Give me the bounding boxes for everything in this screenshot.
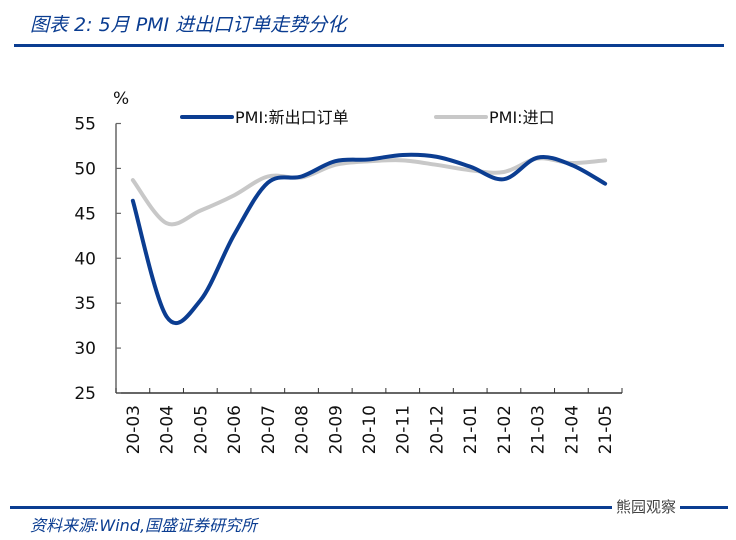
bottom-divider — [10, 506, 728, 509]
line-chart: 25 30 35 40 45 50 55% 20-03 20-04 20-05 20-06 20-07… — [74, 89, 623, 454]
x-tick-label: 20-03 — [124, 405, 144, 454]
y-tick-label: 25 — [74, 384, 96, 404]
x-tick-label: 21-05 — [596, 405, 616, 454]
y-tick-label: 45 — [74, 204, 96, 224]
x-tick-label: 20-10 — [360, 405, 380, 454]
y-tick-label: 50 — [74, 159, 96, 179]
series-line-export-orders — [130, 152, 608, 326]
y-tick-label: 30 — [74, 339, 96, 359]
x-tick-label: 21-01 — [461, 405, 481, 454]
y-tick-label: 35 — [74, 294, 96, 314]
series-line-imports — [130, 156, 608, 227]
x-tick-label: 20-04 — [158, 405, 178, 454]
x-tick-label: 20-11 — [394, 405, 414, 454]
x-tick-label: 20-06 — [225, 405, 245, 454]
legend-label: PMI:新出口订单 — [235, 108, 349, 127]
x-tick-label: 20-05 — [191, 405, 211, 454]
x-tick-label: 20-07 — [259, 405, 279, 454]
source-note: 资料来源:Wind,国盛证券研究所 — [30, 516, 258, 535]
y-tick-label: 40 — [74, 249, 96, 269]
y-axis-unit: % — [113, 89, 129, 109]
watermark: 熊园观察 — [612, 496, 681, 517]
figure-title: 图表 2: 5月 PMI 进出口订单走势分化 — [30, 14, 347, 36]
x-tick-label: 21-02 — [495, 405, 515, 454]
x-tick-label: 21-04 — [562, 405, 582, 454]
x-tick-label: 20-12 — [427, 405, 447, 454]
y-tick-label: 55 — [74, 115, 96, 135]
top-divider — [14, 44, 724, 47]
x-tick-label: 20-09 — [326, 405, 346, 454]
legend-label: PMI:进口 — [489, 108, 555, 127]
legend: PMI:新出口订单 PMI:进口 — [180, 108, 555, 127]
axes: 25 30 35 40 45 50 55% 20-03 20-04 20-05 20-06 20-07… — [74, 89, 623, 454]
x-tick-label: 20-08 — [293, 405, 313, 454]
series-lines — [130, 152, 608, 326]
x-tick-label: 21-03 — [529, 405, 549, 454]
